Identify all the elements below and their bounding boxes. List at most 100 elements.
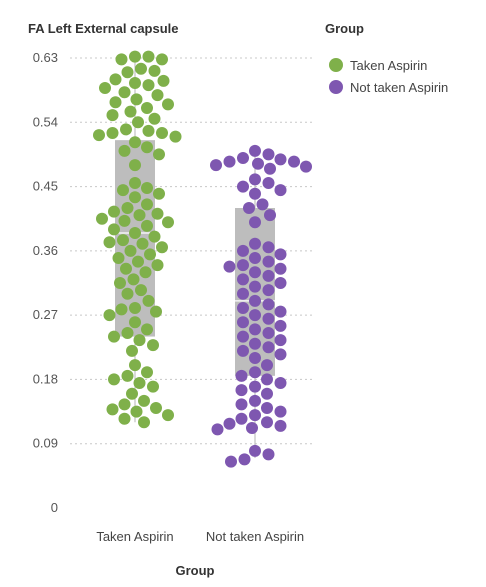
data-point — [126, 387, 138, 400]
data-point — [133, 334, 146, 347]
data-point — [151, 89, 164, 102]
legend: Group Taken Aspirin Not taken Aspirin — [325, 21, 448, 95]
x-axis-title: Group — [176, 563, 215, 578]
y-tick-label: 0.54 — [33, 114, 58, 129]
data-point — [151, 259, 164, 272]
data-point — [129, 77, 141, 89]
data-point — [133, 377, 146, 389]
data-point — [130, 405, 143, 418]
data-point — [249, 409, 261, 422]
data-point — [138, 416, 150, 429]
y-tick-label: 0.27 — [33, 307, 58, 322]
data-point — [274, 348, 287, 361]
legend-marker — [329, 80, 343, 94]
data-point — [237, 180, 249, 193]
y-tick-label: 0 — [51, 500, 58, 515]
data-point — [142, 50, 155, 63]
data-point — [138, 394, 150, 407]
data-point — [117, 234, 129, 247]
data-point — [141, 141, 153, 154]
y-tick-label: 0.36 — [33, 243, 58, 258]
data-point — [223, 417, 236, 430]
data-point — [249, 216, 261, 229]
data-point — [132, 116, 144, 129]
legend-label: Taken Aspirin — [350, 58, 427, 73]
legend-title: Group — [325, 21, 364, 36]
data-point — [129, 227, 141, 239]
data-point — [246, 422, 258, 434]
data-point — [235, 384, 248, 397]
data-point — [133, 209, 146, 222]
data-point — [261, 359, 273, 372]
data-point — [127, 273, 140, 286]
data-point — [249, 173, 261, 186]
data-point — [148, 230, 161, 243]
data-point — [249, 266, 261, 279]
data-point — [129, 50, 141, 63]
data-point — [261, 387, 273, 400]
data-point — [237, 259, 249, 272]
data-point — [162, 216, 174, 229]
data-point — [237, 273, 249, 286]
data-point — [274, 319, 287, 332]
data-point — [103, 236, 116, 249]
data-point — [114, 277, 126, 289]
data-point — [103, 309, 116, 322]
data-point — [274, 419, 287, 432]
data-point — [129, 191, 141, 204]
data-point — [262, 241, 275, 254]
data-point — [261, 416, 273, 429]
data-point — [126, 344, 138, 357]
data-point — [108, 223, 120, 236]
data-point — [223, 155, 236, 168]
data-point — [288, 155, 300, 168]
y-tick-label: 0.09 — [33, 436, 58, 451]
data-point — [262, 312, 275, 325]
y-tick-label: 0.45 — [33, 179, 58, 194]
data-point — [264, 209, 276, 222]
data-point — [129, 177, 141, 189]
data-point — [136, 237, 149, 250]
y-tick-label: 0.18 — [33, 371, 58, 386]
data-point — [225, 455, 237, 468]
data-point — [262, 284, 275, 297]
data-point — [118, 144, 131, 157]
data-point — [144, 248, 156, 261]
data-point — [261, 373, 273, 386]
data-point — [262, 298, 275, 311]
data-point — [261, 402, 273, 414]
data-point — [118, 86, 131, 99]
data-point — [135, 62, 147, 75]
data-point — [147, 339, 159, 352]
data-point — [139, 266, 152, 279]
data-point — [150, 402, 162, 414]
data-point — [249, 352, 261, 364]
data-point — [121, 327, 134, 339]
data-point — [249, 280, 261, 293]
data-point — [141, 102, 153, 114]
data-point — [120, 262, 132, 275]
data-point — [150, 305, 162, 318]
data-point — [300, 160, 312, 173]
data-point — [118, 412, 131, 425]
data-point — [93, 129, 105, 142]
data-point — [249, 309, 261, 322]
data-point — [99, 82, 111, 94]
data-point — [121, 369, 134, 382]
data-point — [274, 277, 287, 289]
data-point — [142, 294, 155, 307]
data-point — [132, 255, 144, 268]
data-point — [235, 412, 248, 425]
x-tick-label: Taken Aspirin — [96, 529, 173, 544]
data-point — [169, 130, 182, 143]
data-point — [274, 153, 287, 166]
data-point — [252, 157, 264, 170]
data-point — [235, 398, 248, 411]
series-group — [210, 144, 312, 468]
data-point — [243, 202, 255, 214]
data-point — [274, 305, 287, 318]
data-point — [106, 403, 119, 416]
data-point — [96, 212, 108, 225]
data-point — [238, 453, 251, 466]
